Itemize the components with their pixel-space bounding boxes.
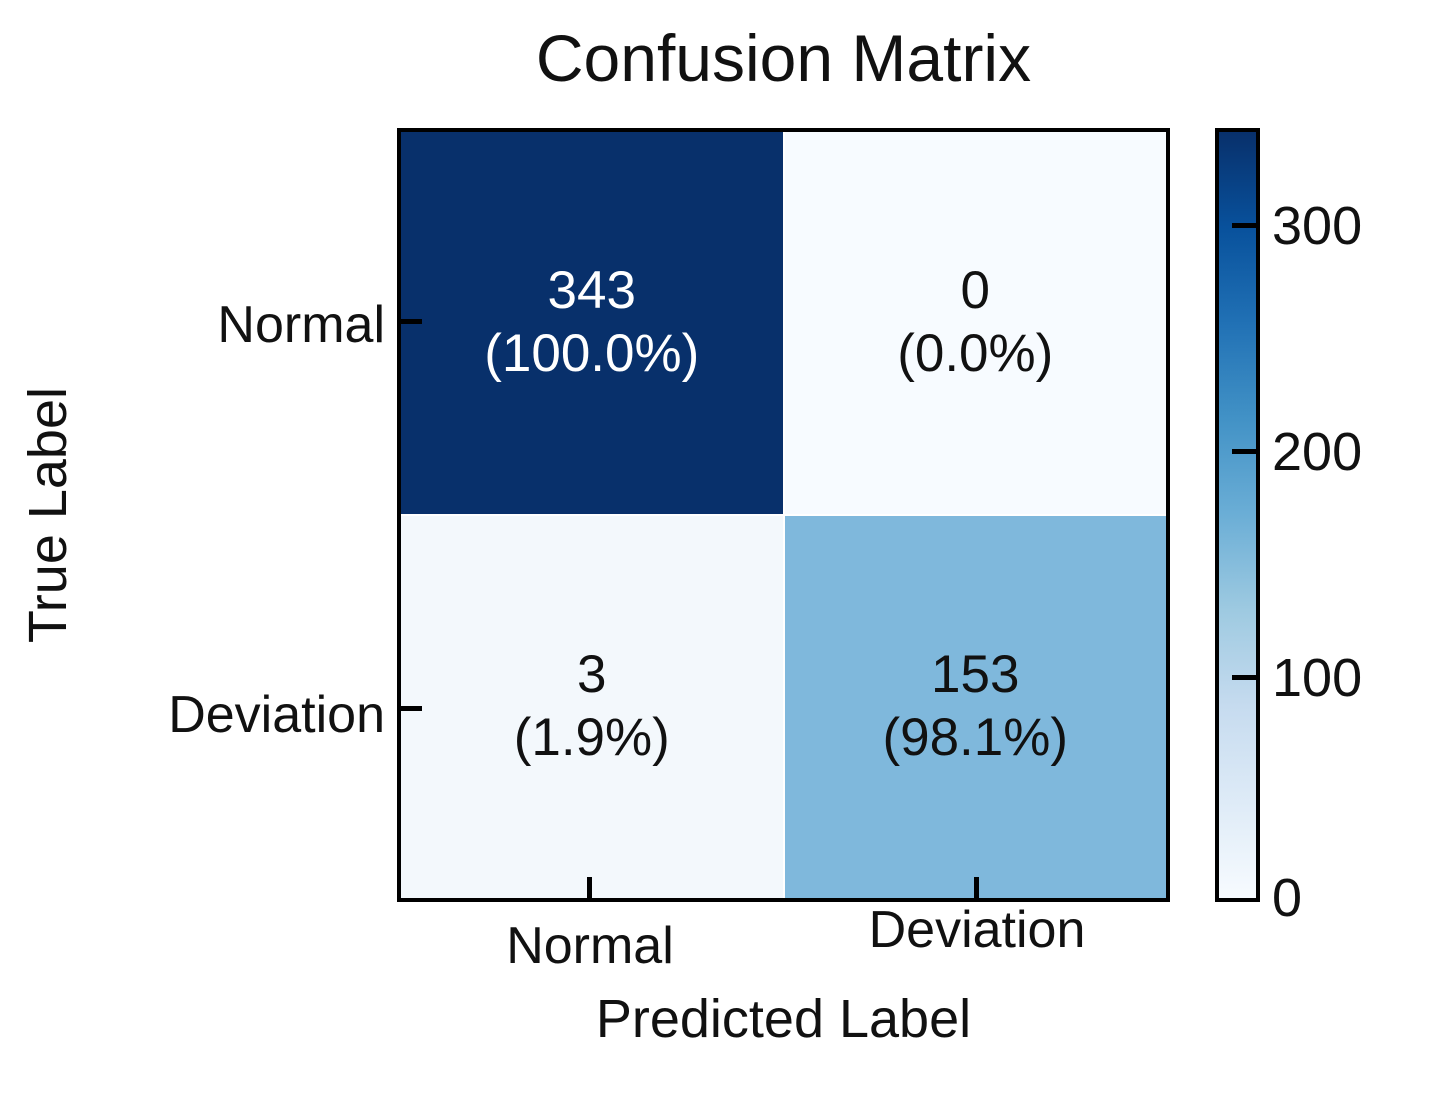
- colorbar-gradient: [1219, 132, 1256, 898]
- cell-percent: (0.0%): [897, 324, 1054, 383]
- x-tick-label-normal: Normal: [506, 917, 674, 975]
- colorbar-tick-label-300: 300: [1272, 196, 1363, 256]
- cell-value: 0: [960, 261, 990, 321]
- cell-percent: (1.9%): [513, 708, 670, 767]
- colorbar-tick-label-0: 0: [1272, 868, 1303, 928]
- cell-value: 343: [547, 261, 636, 321]
- x-tick-label-deviation: Deviation: [868, 901, 1086, 959]
- y-tick-mark-deviation: [401, 706, 422, 711]
- colorbar-tick-label-200: 200: [1272, 422, 1363, 482]
- cell-true-normal-pred-deviation: 0 (0.0%): [784, 132, 1166, 514]
- cell-value: 3: [577, 645, 607, 705]
- cell-true-normal-pred-normal: 343 (100.0%): [401, 132, 783, 514]
- cell-percent: (100.0%): [484, 324, 700, 383]
- x-axis-label: Predicted Label: [595, 989, 972, 1049]
- colorbar-tick-label-100: 100: [1272, 648, 1363, 708]
- y-tick-label-deviation: Deviation: [168, 686, 385, 744]
- y-tick-mark-normal: [401, 319, 422, 324]
- cell-true-deviation-pred-normal: 3 (1.9%): [401, 516, 783, 898]
- y-axis-label: True Label: [18, 386, 78, 644]
- cell-value: 153: [931, 645, 1020, 705]
- cell-true-deviation-pred-deviation: 153 (98.1%): [784, 516, 1166, 898]
- y-tick-label-normal: Normal: [217, 296, 385, 354]
- colorbar-tick-mark-200: [1232, 449, 1256, 454]
- cell-percent: (98.1%): [882, 708, 1069, 767]
- colorbar-tick-mark-300: [1232, 223, 1256, 228]
- y-axis-label-container: True Label: [6, 128, 90, 902]
- colorbar: [1215, 128, 1260, 902]
- chart-title: Confusion Matrix: [535, 21, 1032, 95]
- heatmap-plot: 343 (100.0%) 0 (0.0%) 3 (1.9%) 153 (98.1…: [397, 128, 1170, 902]
- x-tick-mark-normal: [587, 877, 592, 898]
- colorbar-tick-mark-100: [1232, 675, 1256, 680]
- x-tick-mark-deviation: [974, 877, 979, 898]
